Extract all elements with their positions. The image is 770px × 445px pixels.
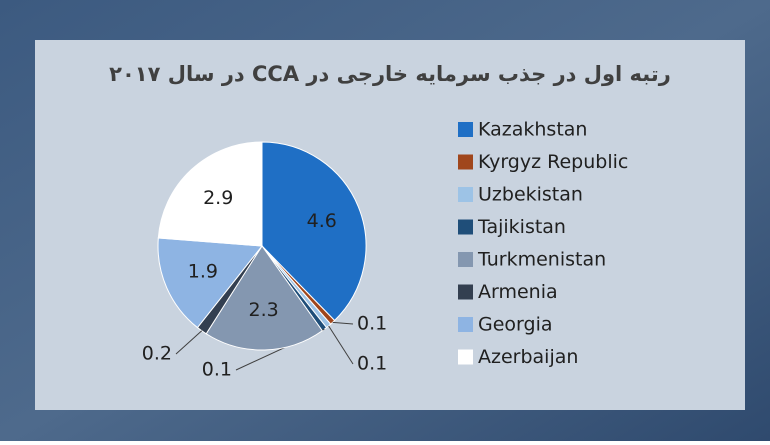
legend-swatch: [458, 220, 473, 235]
data-label: 0.1: [357, 313, 387, 335]
legend-label: Azerbaijan: [478, 346, 578, 368]
data-label: 2.3: [249, 299, 279, 321]
legend-swatch: [458, 122, 473, 137]
data-label: 0.1: [202, 359, 232, 381]
legend-label: Turkmenistan: [477, 249, 606, 271]
chart: رتبه اول در جذب سرمایه خارجی در CCA در س…: [0, 0, 770, 441]
legend-label: Uzbekistan: [478, 184, 583, 206]
legend-label: Georgia: [478, 314, 553, 336]
data-label: 4.6: [307, 210, 337, 232]
legend-label: Kyrgyz Republic: [478, 151, 628, 173]
legend-swatch: [458, 317, 473, 332]
legend-swatch: [458, 285, 473, 300]
legend-swatch: [458, 155, 473, 170]
data-label: 0.1: [357, 353, 387, 375]
data-label: 2.9: [203, 187, 233, 209]
data-label: 0.2: [142, 343, 172, 365]
legend-label: Tajikistan: [477, 216, 566, 238]
legend-label: Armenia: [478, 281, 558, 303]
data-label: 1.9: [188, 260, 218, 282]
legend-swatch: [458, 350, 473, 365]
legend-swatch: [458, 252, 473, 267]
chart-title: رتبه اول در جذب سرمایه خارجی در CCA در س…: [109, 62, 671, 86]
legend-swatch: [458, 187, 473, 202]
legend-label: Kazakhstan: [478, 119, 587, 141]
